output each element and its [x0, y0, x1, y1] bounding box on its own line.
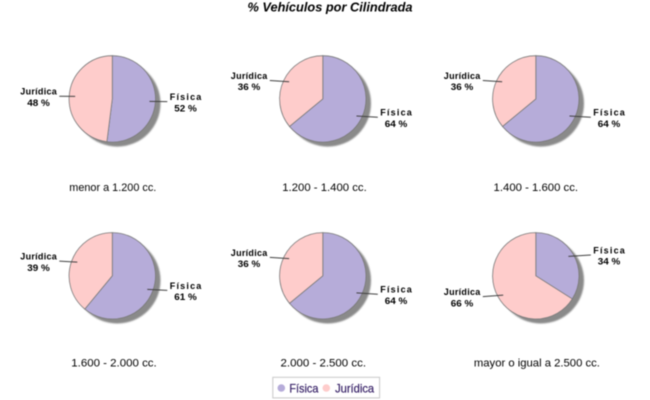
svg-text:Jurídica: Jurídica [335, 382, 374, 396]
svg-text:61 %: 61 % [174, 292, 197, 302]
svg-text:34 %: 34 % [598, 257, 621, 267]
svg-text:64 %: 64 % [598, 119, 621, 129]
svg-text:Física: Física [593, 245, 625, 255]
svg-text:64 %: 64 % [385, 296, 408, 306]
svg-text:Física: Física [170, 92, 202, 102]
svg-text:Jurídica: Jurídica [20, 252, 57, 262]
svg-text:Física: Física [170, 281, 202, 291]
svg-text:Física: Física [289, 382, 318, 396]
svg-text:Jurídica: Jurídica [231, 248, 268, 258]
svg-text:1.600 - 2.000 cc.: 1.600 - 2.000 cc. [71, 358, 157, 370]
svg-text:2.000 - 2.500 cc.: 2.000 - 2.500 cc. [281, 358, 367, 370]
svg-text:Física: Física [380, 285, 412, 295]
svg-text:Jurídica: Jurídica [444, 287, 481, 297]
svg-text:66 %: 66 % [451, 298, 474, 308]
svg-text:36 %: 36 % [238, 82, 261, 92]
svg-text:39 %: 39 % [27, 263, 50, 273]
svg-text:Jurídica: Jurídica [20, 87, 57, 97]
svg-text:Jurídica: Jurídica [231, 71, 268, 81]
svg-text:1.400 - 1.600 cc.: 1.400 - 1.600 cc. [494, 182, 579, 194]
svg-text:64 %: 64 % [385, 119, 408, 129]
svg-text:36 %: 36 % [451, 82, 474, 92]
svg-text:Física: Física [593, 108, 625, 118]
svg-text:36 %: 36 % [238, 259, 261, 269]
svg-text:1.200 - 1.400 cc.: 1.200 - 1.400 cc. [282, 182, 367, 194]
svg-text:% Vehículos por Cilindrada: % Vehículos por Cilindrada [248, 0, 413, 15]
svg-text:menor a 1.200 cc.: menor a 1.200 cc. [69, 182, 156, 194]
svg-text:52 %: 52 % [174, 103, 197, 113]
svg-text:Física: Física [380, 108, 412, 118]
svg-text:mayor o igual a 2.500 cc.: mayor o igual a 2.500 cc. [474, 358, 600, 370]
svg-text:Jurídica: Jurídica [444, 71, 481, 81]
svg-text:48 %: 48 % [27, 98, 50, 108]
